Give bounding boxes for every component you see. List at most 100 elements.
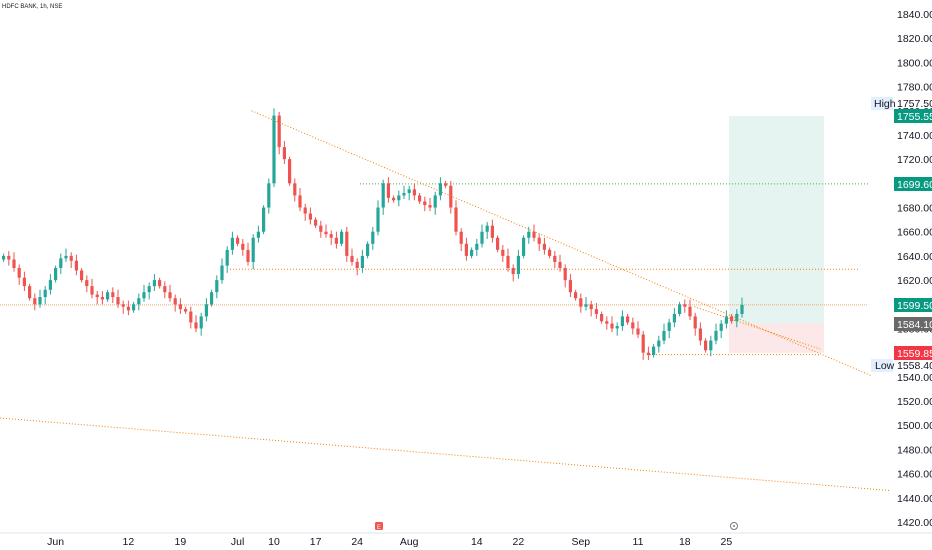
candle-body	[698, 328, 702, 341]
candle-body	[319, 225, 323, 232]
loss-zone[interactable]	[729, 323, 824, 353]
candle-body	[33, 298, 37, 305]
candle-body	[423, 201, 427, 206]
candle-body	[641, 334, 645, 353]
candle-body	[163, 286, 167, 293]
candle-body	[636, 328, 640, 335]
candle-body	[688, 306, 692, 317]
candle-body	[605, 321, 609, 324]
candle-body	[48, 280, 52, 290]
candle-body	[7, 255, 11, 260]
candle-body	[298, 195, 302, 208]
candle-body	[568, 280, 572, 293]
entry-tag: 1584.10	[894, 317, 932, 331]
earnings-marker[interactable]: E	[375, 522, 383, 531]
candle-body	[532, 231, 536, 238]
candle-body	[490, 225, 494, 238]
event-marker[interactable]	[730, 522, 738, 530]
price-tick-label: 1540.00	[897, 372, 932, 384]
trend-line[interactable]	[0, 417, 891, 492]
candle-body	[17, 268, 21, 278]
price-tick-label: 1720.00	[897, 154, 932, 166]
candle-body	[594, 309, 598, 314]
current-price-tag: 1599.50	[894, 298, 932, 312]
trend-line[interactable]	[694, 306, 821, 350]
time-tick-label: Aug	[400, 536, 419, 548]
candle-body	[116, 297, 120, 305]
candle-body	[22, 277, 26, 287]
candle-body	[345, 231, 349, 256]
candle-body	[652, 346, 656, 356]
candle-body	[511, 268, 515, 275]
candle-body	[262, 207, 266, 232]
candle-body	[527, 231, 531, 238]
candle-body	[230, 237, 234, 250]
candle-body	[584, 304, 588, 307]
candle-body	[418, 195, 422, 202]
candle-body	[236, 237, 240, 244]
candle-body	[615, 326, 619, 329]
candle-body	[459, 231, 463, 244]
trend-lines[interactable]	[0, 110, 891, 492]
candle-body	[267, 183, 271, 208]
candle-body	[121, 304, 125, 307]
trend-line[interactable]	[251, 110, 872, 377]
candle-body	[709, 340, 713, 351]
profit-zone[interactable]	[729, 116, 824, 324]
candle-body	[485, 225, 489, 232]
candle-body	[392, 197, 396, 201]
price-axis[interactable]: 1840.001820.001800.001780.001760.001740.…	[897, 9, 932, 529]
candle-body	[241, 243, 245, 250]
candle-body	[12, 259, 16, 268]
candle-body	[522, 237, 526, 256]
candle-body	[371, 231, 375, 244]
candle-body	[168, 292, 172, 299]
candle-body	[366, 243, 370, 256]
candle-body	[667, 322, 671, 331]
candle-body	[714, 330, 718, 341]
candle-body	[444, 183, 448, 186]
candle-body	[152, 280, 156, 287]
candle-body	[194, 322, 198, 329]
candle-body	[397, 195, 401, 201]
candle-body	[38, 297, 42, 305]
candle-body	[620, 316, 624, 327]
candle-body	[563, 268, 567, 281]
candle-body	[59, 258, 63, 268]
candle-body	[381, 183, 385, 208]
candle-body	[449, 185, 453, 208]
candle-body	[293, 183, 297, 196]
candle-body	[246, 249, 250, 262]
candle-body	[704, 340, 708, 351]
candle-body	[173, 298, 177, 305]
candle-body	[303, 207, 307, 214]
target-value: 1699.60	[897, 179, 932, 191]
time-axis[interactable]: Jun 12 19 Jul 10 17 24 Aug 14 22 Sep 11 18 25	[0, 532, 932, 548]
low-tag: Low 1558.40	[871, 359, 932, 372]
price-tick-label: 1500.00	[897, 420, 932, 432]
price-tick-label: 1460.00	[897, 469, 932, 481]
current-price-value: 1599.50	[897, 300, 932, 312]
entry-value: 1584.10	[897, 319, 932, 331]
price-tick-label: 1680.00	[897, 203, 932, 215]
high-label: High	[874, 98, 896, 110]
candle-body	[184, 309, 188, 312]
candle-body	[454, 207, 458, 232]
stop-value: 1559.85	[897, 348, 932, 360]
candle-body	[574, 292, 578, 299]
price-tick-label: 1480.00	[897, 444, 932, 456]
candle-body	[256, 231, 260, 238]
time-tick-label: 17	[310, 536, 322, 548]
time-tick-label: 14	[471, 536, 483, 548]
candle-body	[178, 304, 182, 310]
time-tick-label: 10	[268, 536, 280, 548]
candle-body	[74, 260, 78, 271]
candle-body	[428, 205, 432, 208]
candle-body	[657, 340, 661, 347]
risk-reward-zones[interactable]	[729, 116, 824, 353]
candle-body	[324, 231, 328, 235]
candle-body	[308, 213, 312, 220]
candle-body	[600, 313, 604, 322]
price-tick-label: 1420.00	[897, 517, 932, 529]
